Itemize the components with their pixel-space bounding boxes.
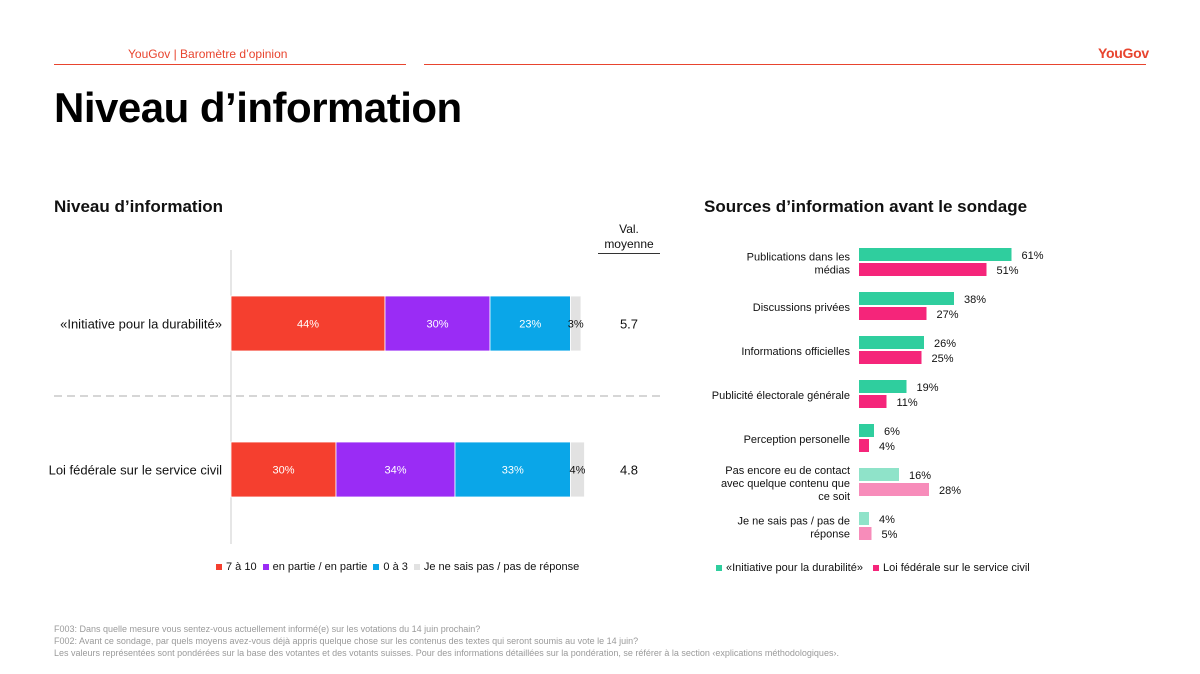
legend-item: «Initiative pour la durabilité» xyxy=(716,562,863,574)
segment-value-label: 34% xyxy=(384,465,406,477)
legend-swatch xyxy=(373,564,380,570)
source-bar xyxy=(859,351,922,364)
legend-label: en partie / en partie xyxy=(272,561,368,573)
footnote-weighting: Les valeurs représentées sont pondérées … xyxy=(54,648,839,658)
source-value-label: 26% xyxy=(934,338,956,350)
stacked-bar-segment xyxy=(489,295,571,352)
source-value-label: 61% xyxy=(1022,250,1044,262)
footnotes: F003: Dans quelle mesure vous sentez-vou… xyxy=(54,623,839,659)
segment-value-label: 33% xyxy=(502,465,524,477)
segment-value-label: 30% xyxy=(426,319,448,331)
source-bar xyxy=(859,512,869,525)
legend-label: 0 à 3 xyxy=(383,561,408,573)
legend-item: en partie / en partie xyxy=(262,561,368,573)
legend-label: Je ne sais pas / pas de réponse xyxy=(423,561,580,573)
source-category-label: avec quelque contenu que xyxy=(721,478,850,490)
source-bar xyxy=(859,483,929,496)
category-label: Loi fédérale sur le service civil xyxy=(49,463,223,478)
source-value-label: 27% xyxy=(937,309,959,321)
segment-value-label: 23% xyxy=(519,319,541,331)
source-value-label: 19% xyxy=(917,382,939,394)
legend-label: 7 à 10 xyxy=(226,561,257,573)
legend-swatch xyxy=(413,564,420,570)
left-chart-title: Niveau d’information xyxy=(54,197,224,216)
source-value-label: 6% xyxy=(884,426,900,438)
legend-item: Loi fédérale sur le service civil xyxy=(872,562,1030,574)
header-divider-right xyxy=(424,64,1146,65)
source-value-label: 4% xyxy=(879,514,895,526)
information-level-chart: «Initiative pour la durabilité» 44% 30% 23%… xyxy=(49,250,660,544)
header-breadcrumb: YouGov | Baromètre d’opinion xyxy=(128,47,288,61)
source-value-label: 38% xyxy=(964,294,986,306)
source-bar xyxy=(859,424,874,437)
source-bar xyxy=(859,263,987,276)
stacked-bar-segment xyxy=(454,441,571,498)
right-chart-title: Sources d’information avant le sondage xyxy=(704,197,1028,216)
source-bar xyxy=(859,395,887,408)
source-category-label: réponse xyxy=(810,529,850,541)
stacked-bar-segment xyxy=(230,441,337,498)
legend-swatch xyxy=(262,564,269,570)
legend-swatch xyxy=(216,564,222,570)
average-value: 5.7 xyxy=(620,317,638,332)
source-category-label: Publicité électorale générale xyxy=(712,390,850,402)
stacked-bar-segment xyxy=(384,295,491,352)
legend-item: 0 à 3 xyxy=(373,561,408,573)
footnote-f003: F003: Dans quelle mesure vous sentez-vou… xyxy=(54,624,481,634)
source-value-label: 5% xyxy=(882,529,898,541)
stacked-bar-segment xyxy=(335,441,456,498)
source-category-label: Discussions privées xyxy=(753,302,851,314)
source-category-label: médias xyxy=(815,265,851,277)
source-bar xyxy=(859,380,907,393)
source-bar xyxy=(859,292,954,305)
footnote-f002: F002: Avant ce sondage, par quels moyens… xyxy=(54,636,639,646)
source-category-label: Informations officielles xyxy=(741,346,850,358)
source-bar xyxy=(859,336,924,349)
source-category-label: ce soit xyxy=(818,491,850,503)
legend-label: «Initiative pour la durabilité» xyxy=(726,562,863,574)
source-bar xyxy=(859,527,872,540)
source-value-label: 28% xyxy=(939,485,961,497)
stacked-bar-segment xyxy=(570,295,582,352)
legend-item: 7 à 10 xyxy=(216,561,257,573)
source-category-label: Publications dans les xyxy=(747,252,851,264)
source-value-label: 16% xyxy=(909,470,931,482)
source-category-label: Perception personelle xyxy=(744,434,850,446)
source-category-label: Pas encore eu de contact xyxy=(725,465,850,477)
source-value-label: 51% xyxy=(997,265,1019,277)
segment-value-label: 4% xyxy=(570,465,586,477)
source-bar xyxy=(859,248,1012,261)
header-divider-left xyxy=(54,64,406,65)
left-chart-legend: 7 à 10 en partie / en partie 0 à 3 Je ne sa… xyxy=(216,561,579,573)
source-value-label: 11% xyxy=(897,397,918,409)
source-bar xyxy=(859,439,869,452)
segment-value-label: 3% xyxy=(568,319,584,331)
source-bar xyxy=(859,468,899,481)
segment-value-label: 44% xyxy=(297,319,319,331)
stacked-bar-segment xyxy=(230,295,386,352)
source-category-label: Je ne sais pas / pas de xyxy=(737,516,850,528)
source-value-label: 25% xyxy=(932,353,954,365)
category-label: «Initiative pour la durabilité» xyxy=(60,317,222,332)
yougov-logo: YouGov xyxy=(1098,45,1149,61)
source-bar xyxy=(859,307,927,320)
right-chart-legend: «Initiative pour la durabilité» Loi fédér… xyxy=(716,562,1030,574)
average-value: 4.8 xyxy=(620,463,638,478)
source-value-label: 4% xyxy=(879,441,895,453)
legend-swatch xyxy=(872,565,879,571)
stacked-bar-segment xyxy=(570,441,585,498)
legend-item: Je ne sais pas / pas de réponse xyxy=(413,561,580,573)
page-title: Niveau d’information xyxy=(54,84,462,131)
legend-swatch xyxy=(716,565,722,571)
average-value-header: Val. moyenne xyxy=(598,222,660,254)
legend-label: Loi fédérale sur le service civil xyxy=(882,562,1030,574)
segment-value-label: 30% xyxy=(272,465,294,477)
